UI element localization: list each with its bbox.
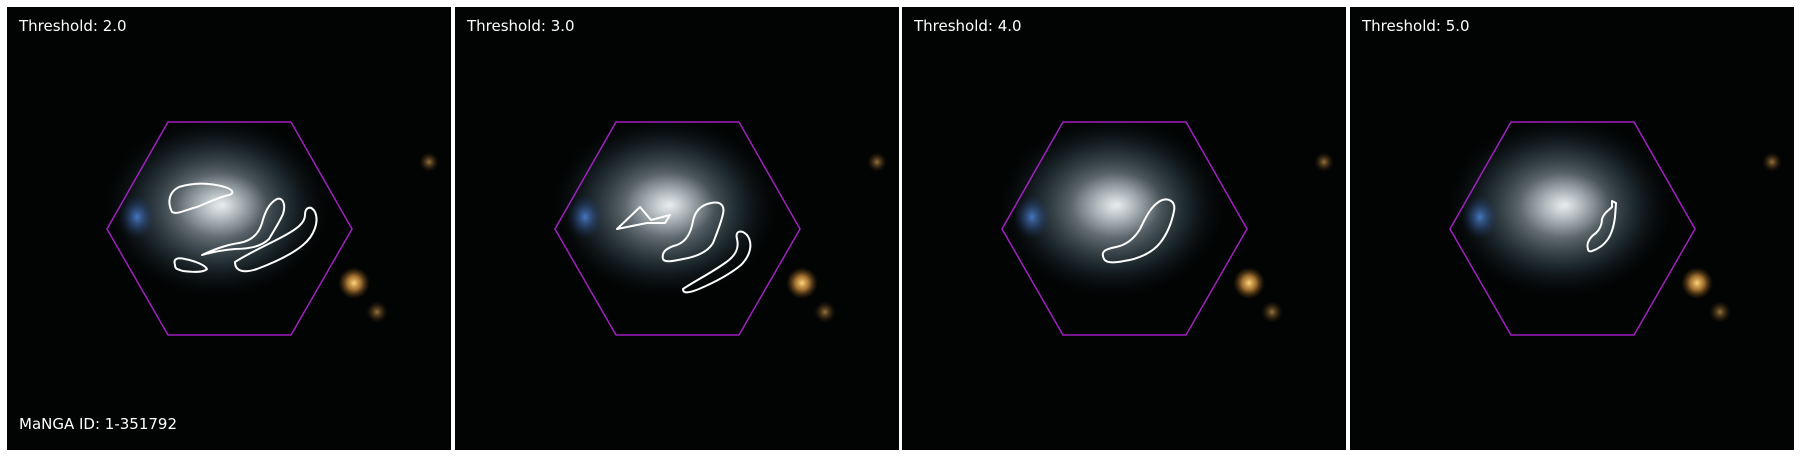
blue-knot [1014, 195, 1050, 239]
threshold-label: Threshold: 2.0 [19, 17, 127, 35]
galaxy-panel: Threshold: 2.0 MaNGA ID: 1-351792 [7, 7, 451, 450]
foreground-star-faint [1314, 152, 1334, 172]
foreground-star-dim [814, 301, 836, 323]
galaxy-image [997, 115, 1334, 336]
ifu-hexagon [106, 121, 353, 336]
foreground-star-dim [366, 301, 388, 323]
foreground-star [1233, 267, 1265, 299]
foreground-star-faint [867, 152, 887, 172]
ifu-hexagon [1001, 121, 1248, 336]
foreground-star [786, 267, 818, 299]
foreground-star-faint [419, 152, 439, 172]
manga-id-label: MaNGA ID: 1-351792 [19, 415, 178, 433]
ifu-hexagon [1449, 121, 1696, 336]
threshold-contours [1586, 200, 1617, 253]
galaxy-image [102, 115, 439, 336]
blue-knot [119, 195, 155, 239]
threshold-contours [168, 182, 318, 273]
galaxy-core [177, 173, 267, 237]
foreground-star [1681, 267, 1713, 299]
galaxy-core [625, 173, 715, 237]
foreground-star-dim [1709, 301, 1731, 323]
threshold-label: Threshold: 5.0 [1362, 17, 1470, 35]
threshold-contours [1101, 198, 1176, 264]
foreground-star [338, 267, 370, 299]
foreground-star-dim [1261, 301, 1283, 323]
galaxy-panel: Threshold: 4.0 [902, 7, 1346, 450]
galaxy-panel: Threshold: 3.0 [455, 7, 899, 450]
ifu-hexagon [554, 121, 801, 336]
galaxy-image [1445, 115, 1782, 336]
threshold-label: Threshold: 3.0 [467, 17, 575, 35]
foreground-star-faint [1762, 152, 1782, 172]
galaxy-image [550, 115, 887, 336]
threshold-label: Threshold: 4.0 [914, 17, 1022, 35]
galaxy-core [1072, 173, 1162, 237]
galaxy-panel: Threshold: 5.0 [1350, 7, 1794, 450]
blue-knot [567, 195, 603, 239]
galaxy-core [1520, 173, 1610, 237]
threshold-contours [616, 201, 752, 294]
blue-knot [1462, 195, 1498, 239]
